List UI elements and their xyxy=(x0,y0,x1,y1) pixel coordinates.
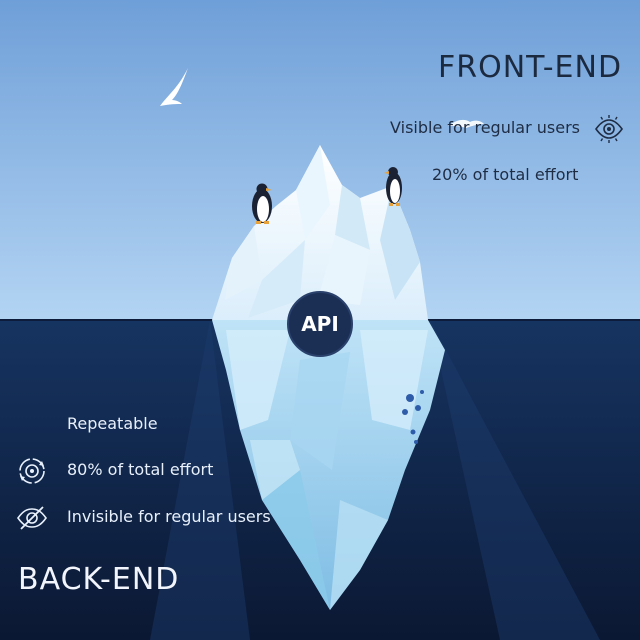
back-end-title: BACK-END xyxy=(18,562,180,597)
back-end-effort-text: 80% of total effort xyxy=(67,460,214,479)
seagull-right xyxy=(448,119,484,128)
penguin-right xyxy=(384,167,402,206)
bubbles xyxy=(402,390,424,444)
light-ray xyxy=(430,320,600,640)
api-badge: API xyxy=(287,291,353,357)
iceberg-bottom xyxy=(212,320,445,610)
penguin-left xyxy=(252,183,272,224)
front-end-effort-text: 20% of total effort xyxy=(432,165,579,184)
api-label: API xyxy=(301,312,339,336)
invisible-users-text: Invisible for regular users xyxy=(67,507,271,526)
eye-icon xyxy=(595,115,623,143)
cycle-icon xyxy=(19,458,45,484)
front-end-title: FRONT-END xyxy=(438,50,623,85)
iceberg-top xyxy=(212,145,428,320)
light-ray xyxy=(150,320,250,640)
visible-users-text: Visible for regular users xyxy=(390,118,580,137)
repeatable-text: Repeatable xyxy=(67,414,158,433)
eye-off-icon xyxy=(17,506,47,530)
